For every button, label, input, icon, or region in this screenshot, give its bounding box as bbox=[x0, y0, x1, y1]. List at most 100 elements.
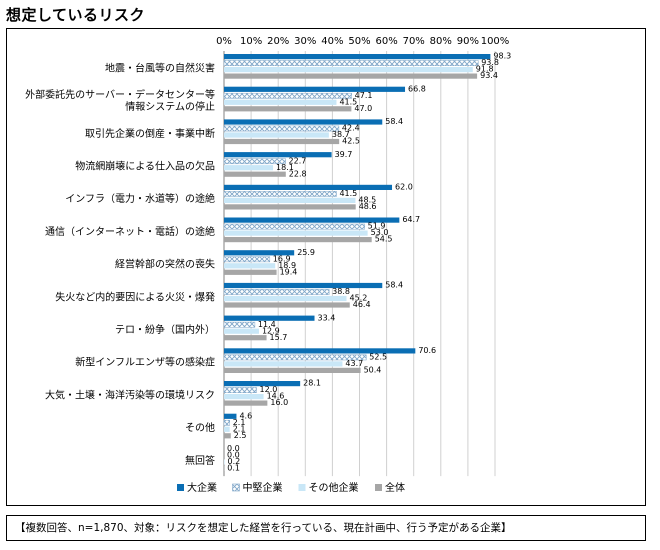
legend-swatch bbox=[177, 484, 184, 491]
bar bbox=[223, 289, 330, 295]
bar bbox=[224, 217, 400, 223]
bar bbox=[224, 348, 416, 354]
data-label: 50.4 bbox=[364, 366, 382, 375]
bar bbox=[223, 419, 230, 426]
chart-frame: 0% 10% 20% 30% 40% 50% 60% 70% 80% 90% 100% 地震・台風等… bbox=[6, 28, 646, 506]
bar bbox=[224, 426, 230, 432]
data-label: 62.0 bbox=[395, 183, 413, 192]
legend-swatch bbox=[375, 484, 382, 491]
data-label: 70.6 bbox=[418, 346, 436, 355]
x-axis-ticks: 0% 10% 20% 30% 40% 50% 60% 70% 80% 90% 100% bbox=[216, 36, 509, 47]
data-label: 0.0 bbox=[227, 451, 240, 460]
bar bbox=[224, 73, 478, 79]
bar bbox=[223, 158, 286, 165]
bar bbox=[224, 152, 332, 158]
bar bbox=[224, 459, 225, 465]
data-label: 42.5 bbox=[342, 137, 360, 146]
data-label: 66.8 bbox=[408, 84, 426, 93]
bar bbox=[224, 106, 352, 112]
bar bbox=[224, 230, 368, 236]
data-label: 19.4 bbox=[280, 267, 298, 276]
legend-label: 大企業 bbox=[187, 481, 217, 494]
bar bbox=[224, 237, 372, 243]
data-label: 91.8 bbox=[476, 65, 494, 74]
x-tick-label: 70% bbox=[403, 36, 425, 47]
x-tick-label: 20% bbox=[267, 36, 289, 47]
category-label: 失火など内的要因による火災・爆発 bbox=[55, 290, 215, 303]
bar bbox=[224, 99, 337, 105]
category-label: 大気・土壌・海洋汚染等の環境リスク bbox=[45, 388, 215, 401]
bar bbox=[224, 165, 274, 171]
bar bbox=[223, 223, 365, 230]
data-label: 64.7 bbox=[402, 215, 420, 224]
data-label: 53.0 bbox=[371, 228, 389, 237]
data-label: 39.7 bbox=[335, 150, 353, 159]
legend-swatch bbox=[298, 484, 306, 491]
data-label: 2.5 bbox=[234, 431, 247, 440]
data-label: 22.7 bbox=[289, 156, 307, 165]
category-label: テロ・紛争（国内外） bbox=[115, 323, 215, 336]
data-label: 43.7 bbox=[345, 359, 363, 368]
x-tick-label: 30% bbox=[294, 36, 316, 47]
data-label: 48.6 bbox=[359, 202, 377, 211]
data-labels: 98.393.891.893.466.847.141.547.058.442.4… bbox=[227, 52, 511, 473]
data-label: 41.5 bbox=[339, 189, 357, 198]
category-label: 新型インフルエンザ等の感染症 bbox=[75, 356, 215, 369]
bar bbox=[223, 92, 352, 99]
data-label: 2.1 bbox=[233, 418, 246, 427]
bar bbox=[223, 60, 479, 66]
data-label: 38.8 bbox=[332, 287, 350, 296]
bar bbox=[224, 433, 231, 439]
data-label: 4.6 bbox=[239, 411, 252, 420]
bar bbox=[224, 269, 277, 275]
data-label: 51.9 bbox=[368, 222, 386, 231]
data-label: 41.5 bbox=[339, 97, 357, 106]
bar bbox=[224, 54, 491, 60]
legend-label: 全体 bbox=[385, 481, 405, 494]
data-label: 52.5 bbox=[369, 353, 387, 362]
data-label: 12.9 bbox=[262, 326, 280, 335]
data-label: 0.0 bbox=[227, 444, 240, 453]
bar bbox=[224, 204, 356, 210]
bar bbox=[224, 335, 267, 341]
data-label: 0.1 bbox=[227, 464, 240, 473]
data-label: 12.0 bbox=[260, 385, 278, 394]
bar bbox=[224, 86, 406, 92]
x-tick-label: 100% bbox=[481, 36, 510, 47]
category-labels: 地震・台風等の自然災害外部委託先のサーバー・データセンター等情報システムの停止取… bbox=[25, 61, 215, 466]
bar bbox=[223, 256, 271, 263]
category-label: 無回答 bbox=[185, 454, 215, 467]
bars bbox=[223, 54, 491, 472]
bar bbox=[224, 302, 350, 308]
legend-swatch bbox=[232, 483, 240, 492]
category-label: 情報システムの停止 bbox=[125, 100, 215, 113]
x-tick-label: 80% bbox=[430, 36, 452, 47]
bar bbox=[224, 367, 361, 373]
legend-label: その他企業 bbox=[309, 481, 359, 494]
bar bbox=[223, 125, 340, 132]
bar bbox=[224, 132, 329, 138]
bar bbox=[223, 191, 337, 197]
category-label: 外部委託先のサーバー・データセンター等 bbox=[25, 88, 215, 101]
data-label: 46.4 bbox=[353, 300, 371, 309]
bar bbox=[224, 361, 343, 367]
category-label: 地震・台風等の自然災害 bbox=[105, 61, 215, 74]
bar bbox=[224, 184, 393, 190]
x-tick-label: 10% bbox=[240, 36, 262, 47]
page-title: 想定しているリスク bbox=[6, 6, 146, 24]
bar bbox=[224, 315, 315, 321]
data-label: 11.4 bbox=[258, 320, 276, 329]
bar bbox=[224, 171, 286, 177]
data-label: 0.2 bbox=[228, 457, 241, 466]
bar bbox=[224, 138, 340, 145]
bar bbox=[223, 387, 257, 393]
category-label: 取引先企業の倒産・事業中断 bbox=[85, 127, 215, 140]
bar bbox=[224, 282, 383, 289]
risk-bar-chart: 0% 10% 20% 30% 40% 50% 60% 70% 80% 90% 100% 地震・台風等… bbox=[25, 36, 511, 494]
legend-label: 中堅企業 bbox=[243, 481, 283, 494]
survey-note: 【複数回答、n=1,870、対象：リスクを想定した経営を行っている、現在計画中、… bbox=[6, 515, 646, 541]
data-label: 48.5 bbox=[358, 196, 376, 205]
bar bbox=[224, 394, 264, 400]
category-label: 物流網崩壊による仕入品の欠品 bbox=[75, 159, 215, 172]
data-label: 22.8 bbox=[289, 169, 307, 178]
